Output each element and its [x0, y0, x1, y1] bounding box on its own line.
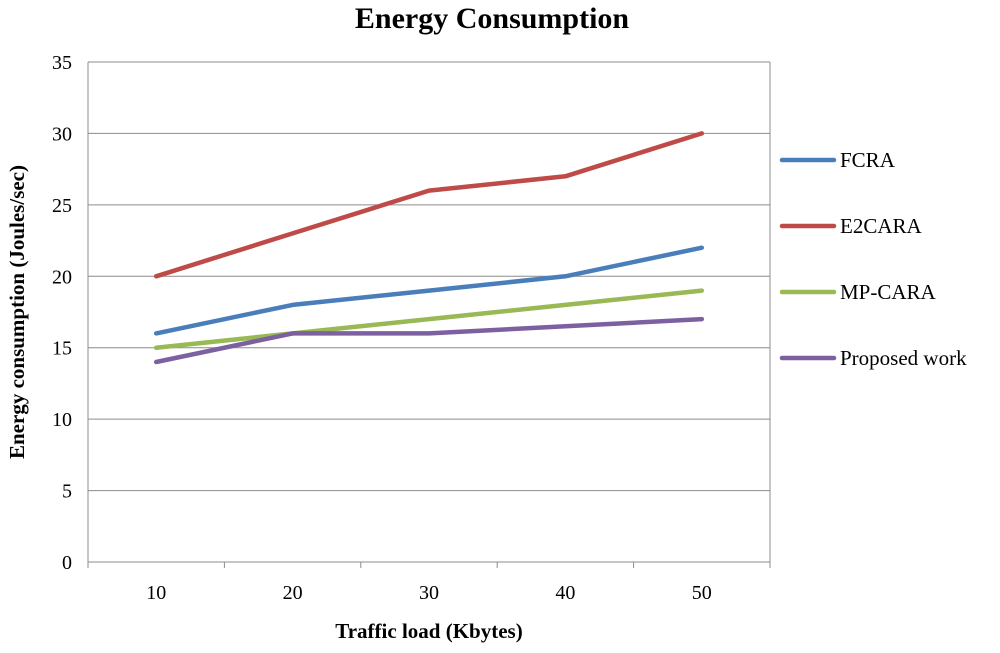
legend-label-e2cara: E2CARA: [840, 214, 923, 238]
x-tick-label: 20: [283, 582, 303, 604]
y-tick-label: 25: [52, 195, 72, 217]
series-line-fcra: [153, 245, 705, 336]
series-lines: [153, 131, 705, 365]
legend: FCRA E2CARA MP-CARA Proposed work: [779, 148, 967, 370]
y-tick-label: 30: [52, 123, 72, 145]
legend-label-proposed-work: Proposed work: [840, 346, 967, 370]
series-line-proposed-work: [153, 316, 705, 365]
series-line-mp-cara: [153, 288, 705, 350]
y-tick-label: 10: [52, 409, 72, 431]
y-tick-label: 35: [52, 52, 72, 74]
x-axis-title: Traffic load (Kbytes): [335, 619, 522, 643]
y-tick-label: 15: [52, 338, 72, 360]
chart-title: Energy Consumption: [355, 2, 630, 35]
x-tick-label: 40: [555, 582, 575, 604]
axes: [87, 62, 771, 568]
x-tick-label: 30: [419, 582, 439, 604]
y-tick-labels: 0 5 10 15 20 25 30 35: [52, 52, 72, 574]
x-tick-label: 10: [146, 582, 166, 604]
series-line-e2cara: [153, 131, 705, 279]
x-tick-labels: 10 20 30 40 50: [146, 582, 712, 604]
legend-label-mp-cara: MP-CARA: [840, 280, 937, 304]
y-tick-label: 0: [62, 552, 72, 574]
legend-label-fcra: FCRA: [840, 148, 896, 172]
y-tick-label: 20: [52, 266, 72, 288]
y-tick-label: 5: [62, 481, 72, 503]
y-axis-title: Energy consumption (Joules/sec): [5, 165, 29, 459]
gridlines: [88, 61, 770, 492]
x-tick-label: 50: [692, 582, 712, 604]
